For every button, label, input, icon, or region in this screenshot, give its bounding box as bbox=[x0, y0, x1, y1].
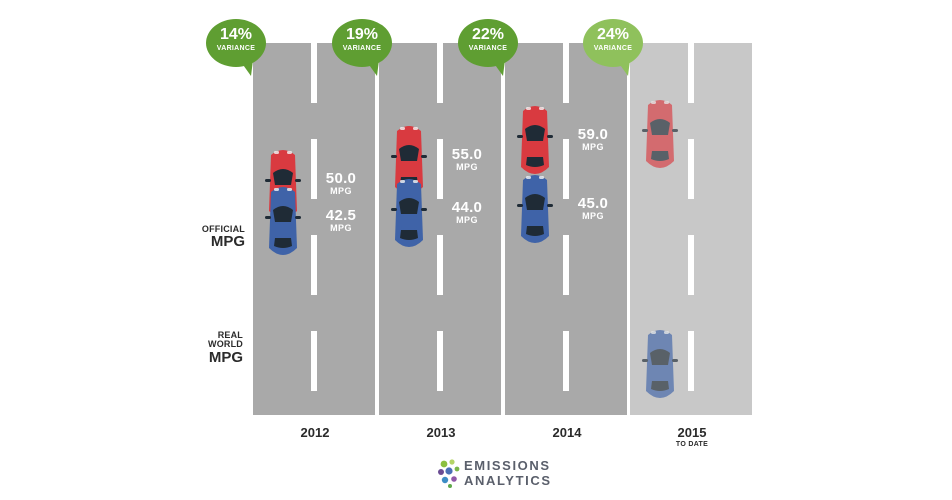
year-label-2014: 2014 bbox=[505, 425, 629, 440]
official-mpg-value: 55.0 bbox=[451, 145, 483, 163]
row-label-real-world: REAL WORLD MPG bbox=[185, 330, 243, 366]
official-mpg-value: 59.0 bbox=[577, 125, 609, 143]
real-mpg-label-2012: 42.5 MPG bbox=[306, 208, 376, 233]
variance-percent: 22% bbox=[471, 26, 505, 43]
real-car-2013 bbox=[391, 179, 427, 248]
mpg-unit: MPG bbox=[456, 215, 478, 226]
real-car-2015 bbox=[642, 330, 678, 398]
official-mpg-label-2012: 50.0 MPG bbox=[306, 171, 376, 196]
variance-percent: 24% bbox=[596, 26, 630, 43]
speech-bubble-icon bbox=[458, 19, 518, 76]
official-mpg-value: 50.0 bbox=[325, 170, 357, 187]
mpg-unit: MPG bbox=[456, 161, 478, 172]
year-text: 2015 bbox=[677, 425, 707, 440]
lane-divider bbox=[563, 43, 569, 391]
official-mpg-label-2014: 59.0 MPG bbox=[558, 127, 628, 152]
speech-bubble-icon bbox=[206, 19, 266, 76]
row-label-official-small: OFFICIAL bbox=[201, 224, 245, 234]
real-mpg-value: 42.5 bbox=[325, 206, 357, 224]
variance-label: VARIANCE bbox=[342, 45, 382, 52]
speech-bubble-icon bbox=[332, 19, 392, 76]
mpg-unit: MPG bbox=[330, 186, 352, 196]
year-text: 2014 bbox=[552, 425, 582, 440]
row-label-official-big: MPG bbox=[210, 233, 245, 251]
variance-bubble-2015: 24% VARIANCE bbox=[582, 18, 644, 76]
row-label-official: OFFICIAL MPG bbox=[185, 224, 245, 251]
variance-label: VARIANCE bbox=[468, 45, 508, 52]
real-mpg-value: 44.0 bbox=[451, 199, 483, 217]
logo-text-analytics: ANALYTICS bbox=[464, 473, 552, 488]
official-car-2015 bbox=[642, 100, 678, 168]
row-label-real-big: MPG bbox=[208, 348, 243, 366]
road-lane-2012: 50.0 MPG 42.5 MPG bbox=[253, 43, 375, 415]
lane-divider bbox=[437, 43, 443, 391]
real-mpg-label-2013: 44.0 MPG bbox=[432, 200, 502, 225]
row-label-real-small: REAL bbox=[217, 330, 243, 340]
official-mpg-label-2013: 55.0 MPG bbox=[432, 147, 502, 172]
road-lane-2015 bbox=[630, 43, 752, 415]
year-text: 2013 bbox=[426, 425, 456, 440]
year-text: 2012 bbox=[300, 425, 330, 440]
variance-percent: 14% bbox=[219, 26, 253, 43]
road-lane-2013: 55.0 MPG 44.0 MPG bbox=[379, 43, 501, 415]
row-label-world-small: WORLD bbox=[208, 339, 243, 350]
mpg-unit: MPG bbox=[330, 222, 352, 233]
logo-text-emissions: EMISSIONS bbox=[464, 458, 551, 473]
speech-bubble-icon bbox=[583, 19, 643, 76]
emissions-analytics-logo: EMISSIONS ANALYTICS bbox=[436, 455, 576, 491]
year-label-2012: 2012 bbox=[253, 425, 377, 440]
year-subtitle: TO DATE bbox=[675, 441, 709, 448]
variance-label: VARIANCE bbox=[593, 45, 633, 52]
variance-bubble-2012: 14% VARIANCE bbox=[205, 18, 267, 76]
variance-bubble-2013: 19% VARIANCE bbox=[331, 18, 393, 76]
variance-label: VARIANCE bbox=[216, 45, 256, 52]
mpg-unit: MPG bbox=[582, 210, 604, 221]
real-car-2014 bbox=[517, 174, 553, 243]
road-lane-2014: 59.0 MPG 45.0 MPG bbox=[505, 43, 627, 415]
mpg-unit: MPG bbox=[582, 141, 604, 152]
year-label-2015: 2015 TO DATE bbox=[630, 425, 754, 448]
dot-cluster-icon bbox=[438, 459, 460, 488]
real-mpg-value: 45.0 bbox=[577, 194, 609, 212]
variance-percent: 19% bbox=[345, 26, 379, 43]
variance-bubble-2014: 22% VARIANCE bbox=[457, 18, 519, 76]
official-car-2014 bbox=[517, 105, 553, 174]
lane-divider bbox=[688, 43, 694, 391]
real-car-2012 bbox=[265, 186, 301, 255]
year-label-2013: 2013 bbox=[379, 425, 503, 440]
real-mpg-label-2014: 45.0 MPG bbox=[558, 196, 628, 221]
lane-divider bbox=[311, 43, 317, 391]
